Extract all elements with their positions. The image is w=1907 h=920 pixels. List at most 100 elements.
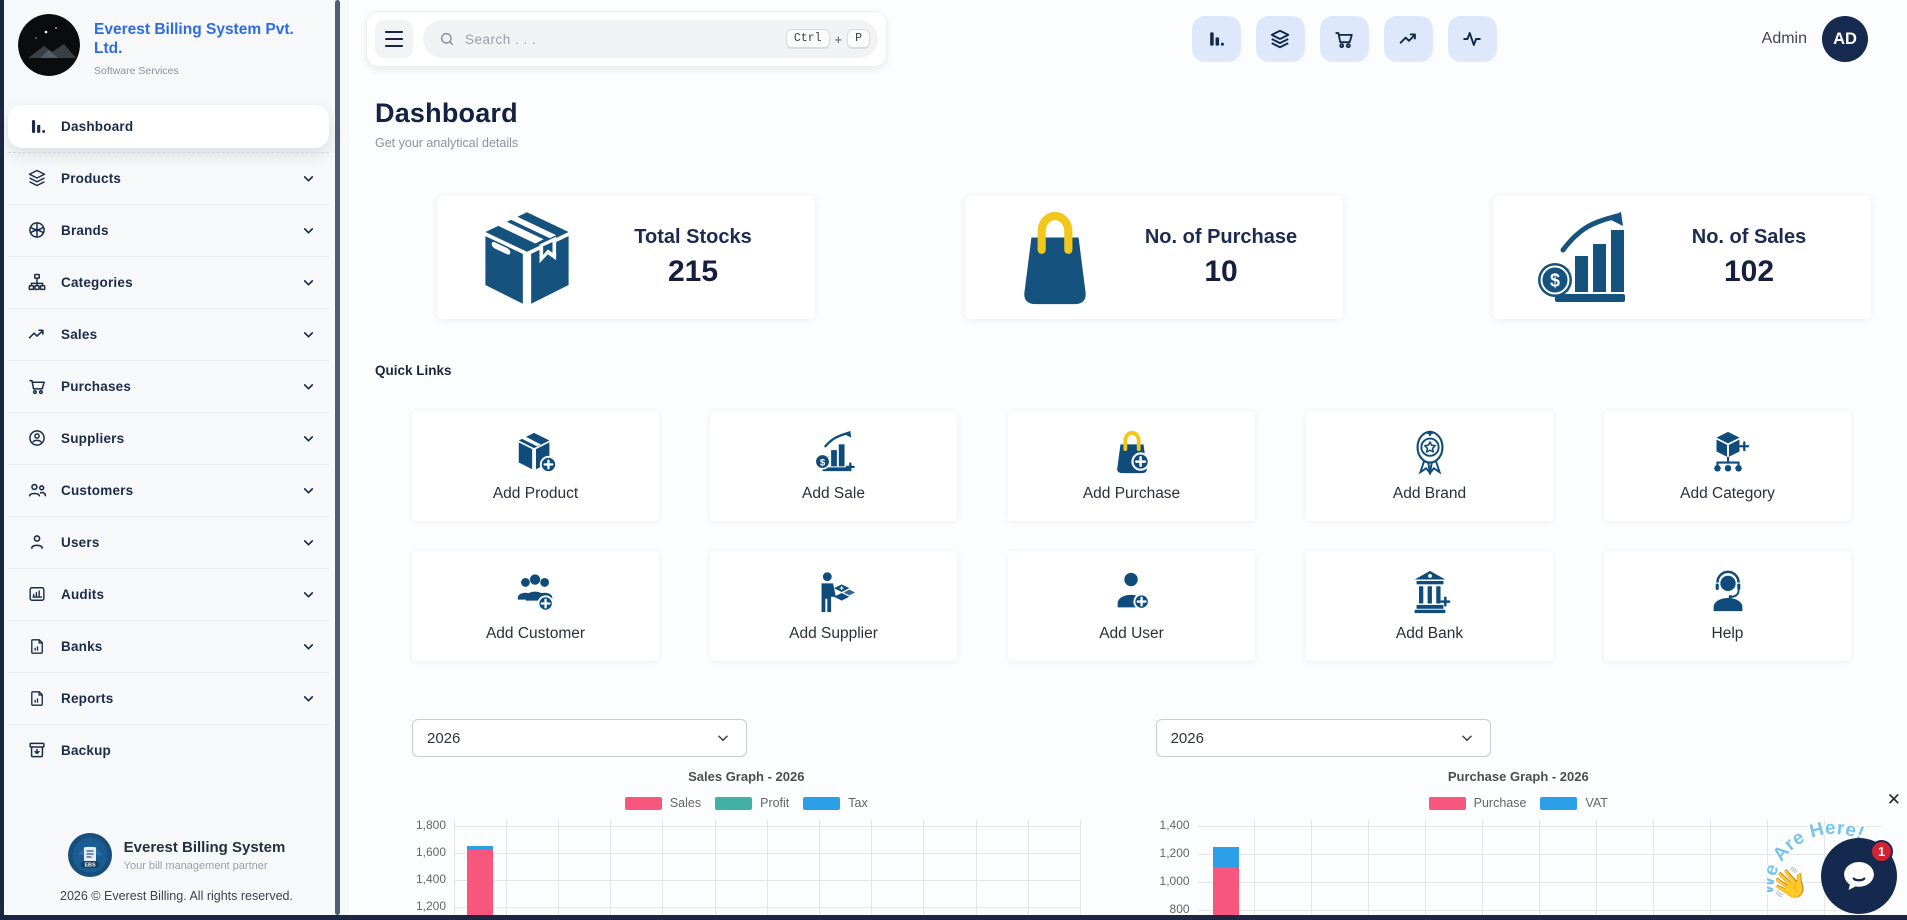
plus-sign: + [835,32,843,47]
hamburger-menu-button[interactable] [375,20,413,58]
medal-icon [1407,429,1453,475]
add-user-card[interactable]: Add User [1008,551,1255,661]
add-brand-card[interactable]: Add Brand [1306,411,1553,521]
gridline [1710,820,1711,915]
sidebar-footer: EBS Everest Billing System Your bill man… [4,823,349,915]
page-subtitle: Get your analytical details [375,136,1881,150]
sidebar-scrollbar[interactable] [335,0,340,915]
add-category-card[interactable]: Add Category [1604,411,1851,521]
legend-item-purchase[interactable]: Purchase [1429,796,1527,810]
brand-header: Everest Billing System Pvt. Ltd. Softwar… [4,0,349,83]
purchases-shortcut-button[interactable] [1320,16,1369,62]
help-card[interactable]: Help [1604,551,1851,661]
sidebar-item-sales[interactable]: Sales [8,313,329,356]
chat-launcher-button[interactable]: 1 [1821,838,1897,914]
audits-shortcut-button[interactable] [1448,16,1497,62]
everest-logo-image [18,14,80,76]
sidebar-item-brands[interactable]: Brands [8,209,329,252]
category-tree-icon [1705,429,1751,475]
sidebar-item-label: Audits [61,587,104,602]
legend-item-profit[interactable]: Profit [715,796,789,810]
add-sale-card[interactable]: $ Add Sale [710,411,957,521]
add-purchase-card[interactable]: Add Purchase [1008,411,1255,521]
legend-item-sales[interactable]: Sales [625,796,701,810]
quick-link-label: Add Brand [1393,485,1466,503]
search-input[interactable] [465,32,786,47]
gridline [558,820,559,915]
chevron-down-icon [302,484,315,497]
sidebar-item-banks[interactable]: Banks [8,625,329,668]
svg-text:EBS: EBS [84,862,95,868]
y-tick-label: 1,000 [1160,874,1190,888]
gridline [715,820,716,915]
products-shortcut-button[interactable] [1256,16,1305,62]
company-name: Everest Billing System Pvt. Ltd. [94,20,294,59]
sales-year-select[interactable]: 2026 [412,719,747,757]
selected-year: 2026 [1171,730,1204,747]
topbar: Ctrl + P [349,0,1907,78]
bar-chart-icon [26,115,48,137]
gridline [506,820,507,915]
add-customer-card[interactable]: Add Customer [412,551,659,661]
quick-links-grid: Add Product $ Add Sale [412,411,1881,661]
search-icon [439,31,455,47]
gridline [1482,820,1483,915]
quick-link-label: Add Product [493,485,578,503]
svg-text:$: $ [1550,270,1560,290]
stat-card-no-of-sales: $ No. of Sales 102 [1493,196,1871,319]
sidebar-item-label: Brands [61,223,109,238]
gridline [1080,820,1081,915]
sidebar-item-dashboard[interactable]: Dashboard [8,105,329,148]
dashboard-shortcut-button[interactable] [1192,16,1241,62]
stat-card-total-stocks: Total Stocks 215 [437,196,815,319]
gridline [1254,820,1255,915]
purchase-year-select[interactable]: 2026 [1156,719,1491,757]
sidebar-item-reports[interactable]: Reports [8,677,329,720]
bar-segment-purchase [1213,867,1239,915]
gridline [454,820,455,915]
divider [8,724,329,725]
company-logo [18,14,80,76]
chevron-down-icon [716,731,730,745]
sidebar-item-label: Categories [61,275,133,290]
legend-item-tax[interactable]: Tax [803,796,867,810]
archive-down-icon [26,739,48,761]
add-supplier-card[interactable]: Add Supplier [710,551,957,661]
gridline [610,820,611,915]
divider [8,464,329,465]
quick-link-label: Add Bank [1396,625,1463,643]
divider [8,152,329,153]
sidebar-item-label: Suppliers [61,431,124,446]
sidebar-item-suppliers[interactable]: Suppliers [8,417,329,460]
divider [8,308,329,309]
y-tick-label: 1,400 [1160,818,1190,832]
avatar[interactable]: AD [1822,16,1868,62]
search-box[interactable]: Ctrl + P [423,20,878,58]
legend-swatch [1540,797,1577,810]
legend-item-vat[interactable]: VAT [1540,796,1607,810]
bar-chart-icon [1206,29,1226,49]
sidebar-item-purchases[interactable]: Purchases [8,365,329,408]
sidebar-item-backup[interactable]: Backup [8,729,329,772]
sidebar-item-label: Sales [61,327,97,342]
sidebar-item-customers[interactable]: Customers [8,469,329,512]
sidebar-item-users[interactable]: Users [8,521,329,564]
sidebar-item-categories[interactable]: Categories [8,261,329,304]
footer-tagline: Your bill management partner [124,860,286,872]
user-menu[interactable]: Admin AD [1762,16,1868,62]
add-product-card[interactable]: Add Product [412,411,659,521]
search-shortcut: Ctrl + P [786,29,870,49]
shopping-bag-icon [1001,206,1109,310]
divider [8,360,329,361]
chart-title: Sales Graph - 2026 [412,769,1081,784]
page-title: Dashboard [375,98,1881,129]
brand-text: Everest Billing System Pvt. Ltd. Softwar… [94,14,294,77]
sales-shortcut-button[interactable] [1384,16,1433,62]
add-bank-card[interactable]: Add Bank [1306,551,1553,661]
sidebar-item-products[interactable]: Products [8,157,329,200]
sidebar-item-audits[interactable]: Audits [8,573,329,616]
sidebar-item-label: Reports [61,691,113,706]
gridline [1198,820,1199,915]
sidebar-item-label: Dashboard [61,119,133,134]
y-tick-label: 1,400 [416,872,446,886]
